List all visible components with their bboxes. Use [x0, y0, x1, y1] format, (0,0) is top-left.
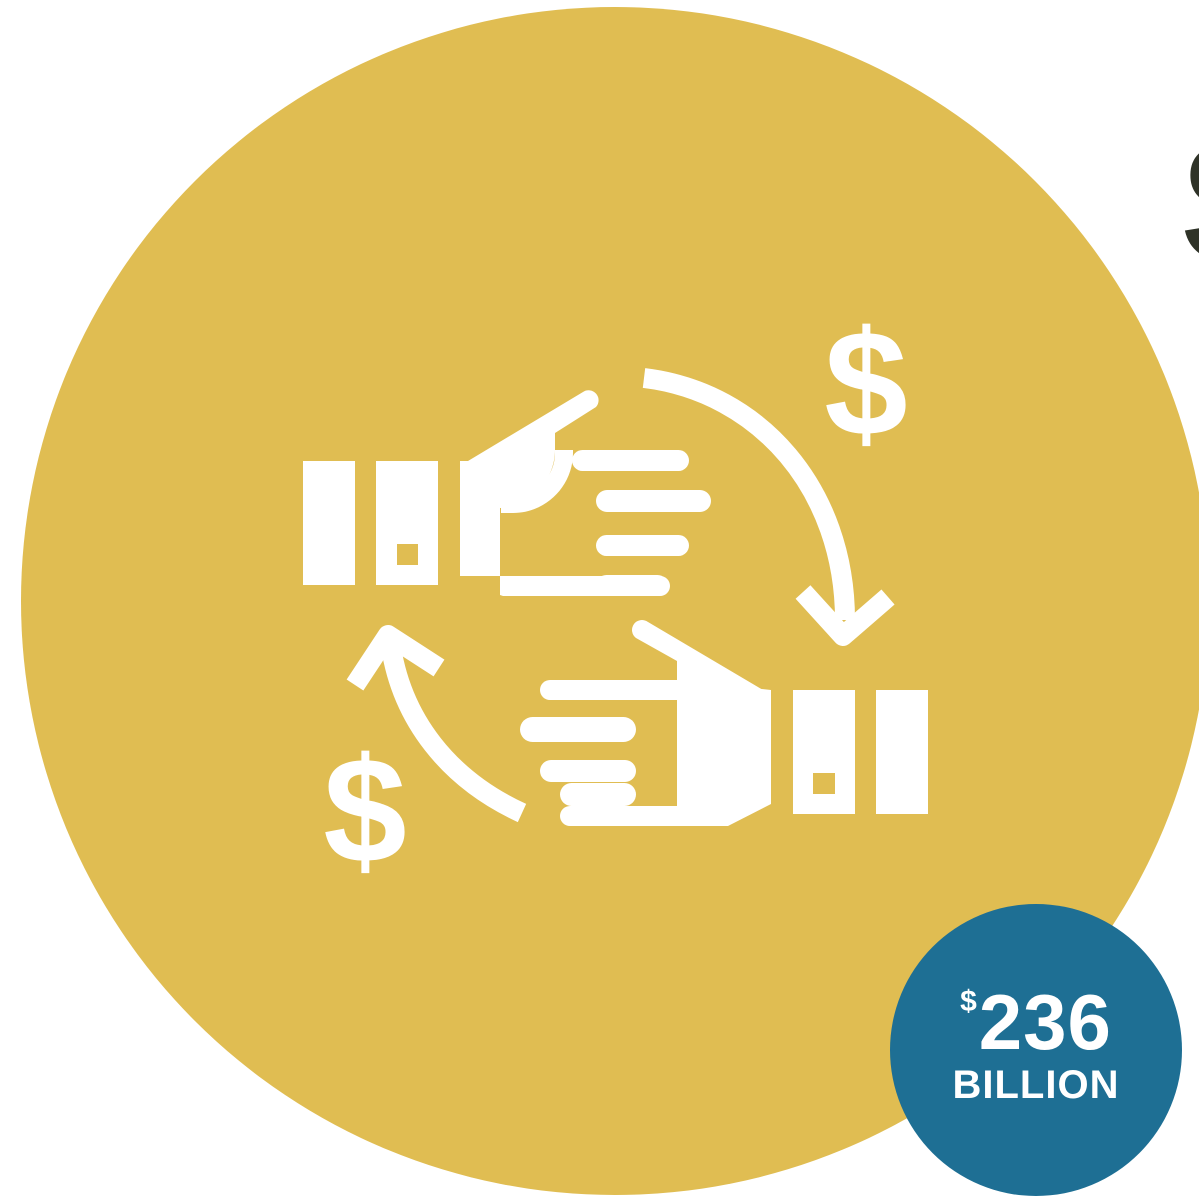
upper-thumb: [501, 450, 573, 513]
badge-unit: BILLION: [952, 1062, 1120, 1107]
lower-finger-1: [540, 680, 665, 700]
upper-finger-1: [572, 450, 689, 471]
lower-cuff-square: [813, 773, 835, 794]
badge-currency-symbol: $: [960, 984, 977, 1018]
upper-cuff-back: [303, 461, 355, 585]
lower-cuff-back: [876, 690, 928, 814]
upper-finger-3: [596, 535, 689, 556]
cropped-heading-text: S: [1180, 118, 1199, 288]
upper-cuff-square: [397, 544, 418, 565]
upper-finger-2: [596, 490, 711, 512]
lower-arrowhead: [346, 625, 445, 691]
value-badge: $ 236 BILLION: [890, 904, 1182, 1196]
badge-amount: $ 236: [960, 983, 1112, 1061]
lower-finger-2: [520, 717, 636, 742]
badge-number: 236: [978, 977, 1112, 1066]
lower-exchange-arrow: [380, 638, 527, 823]
upper-hand-palm: [460, 390, 670, 596]
lower-finger-3: [540, 760, 636, 782]
upper-arrowhead: [795, 585, 895, 646]
upper-exchange-arrow: [642, 368, 855, 621]
upper-dollar-icon: $: [824, 299, 907, 467]
lower-hand-body: [560, 680, 771, 826]
upper-cuff-front: [376, 461, 438, 585]
lower-finger-4: [560, 783, 636, 806]
lower-cuff-front: [793, 690, 855, 814]
upper-finger-4: [596, 575, 668, 596]
lower-dollar-icon: $: [323, 726, 406, 894]
